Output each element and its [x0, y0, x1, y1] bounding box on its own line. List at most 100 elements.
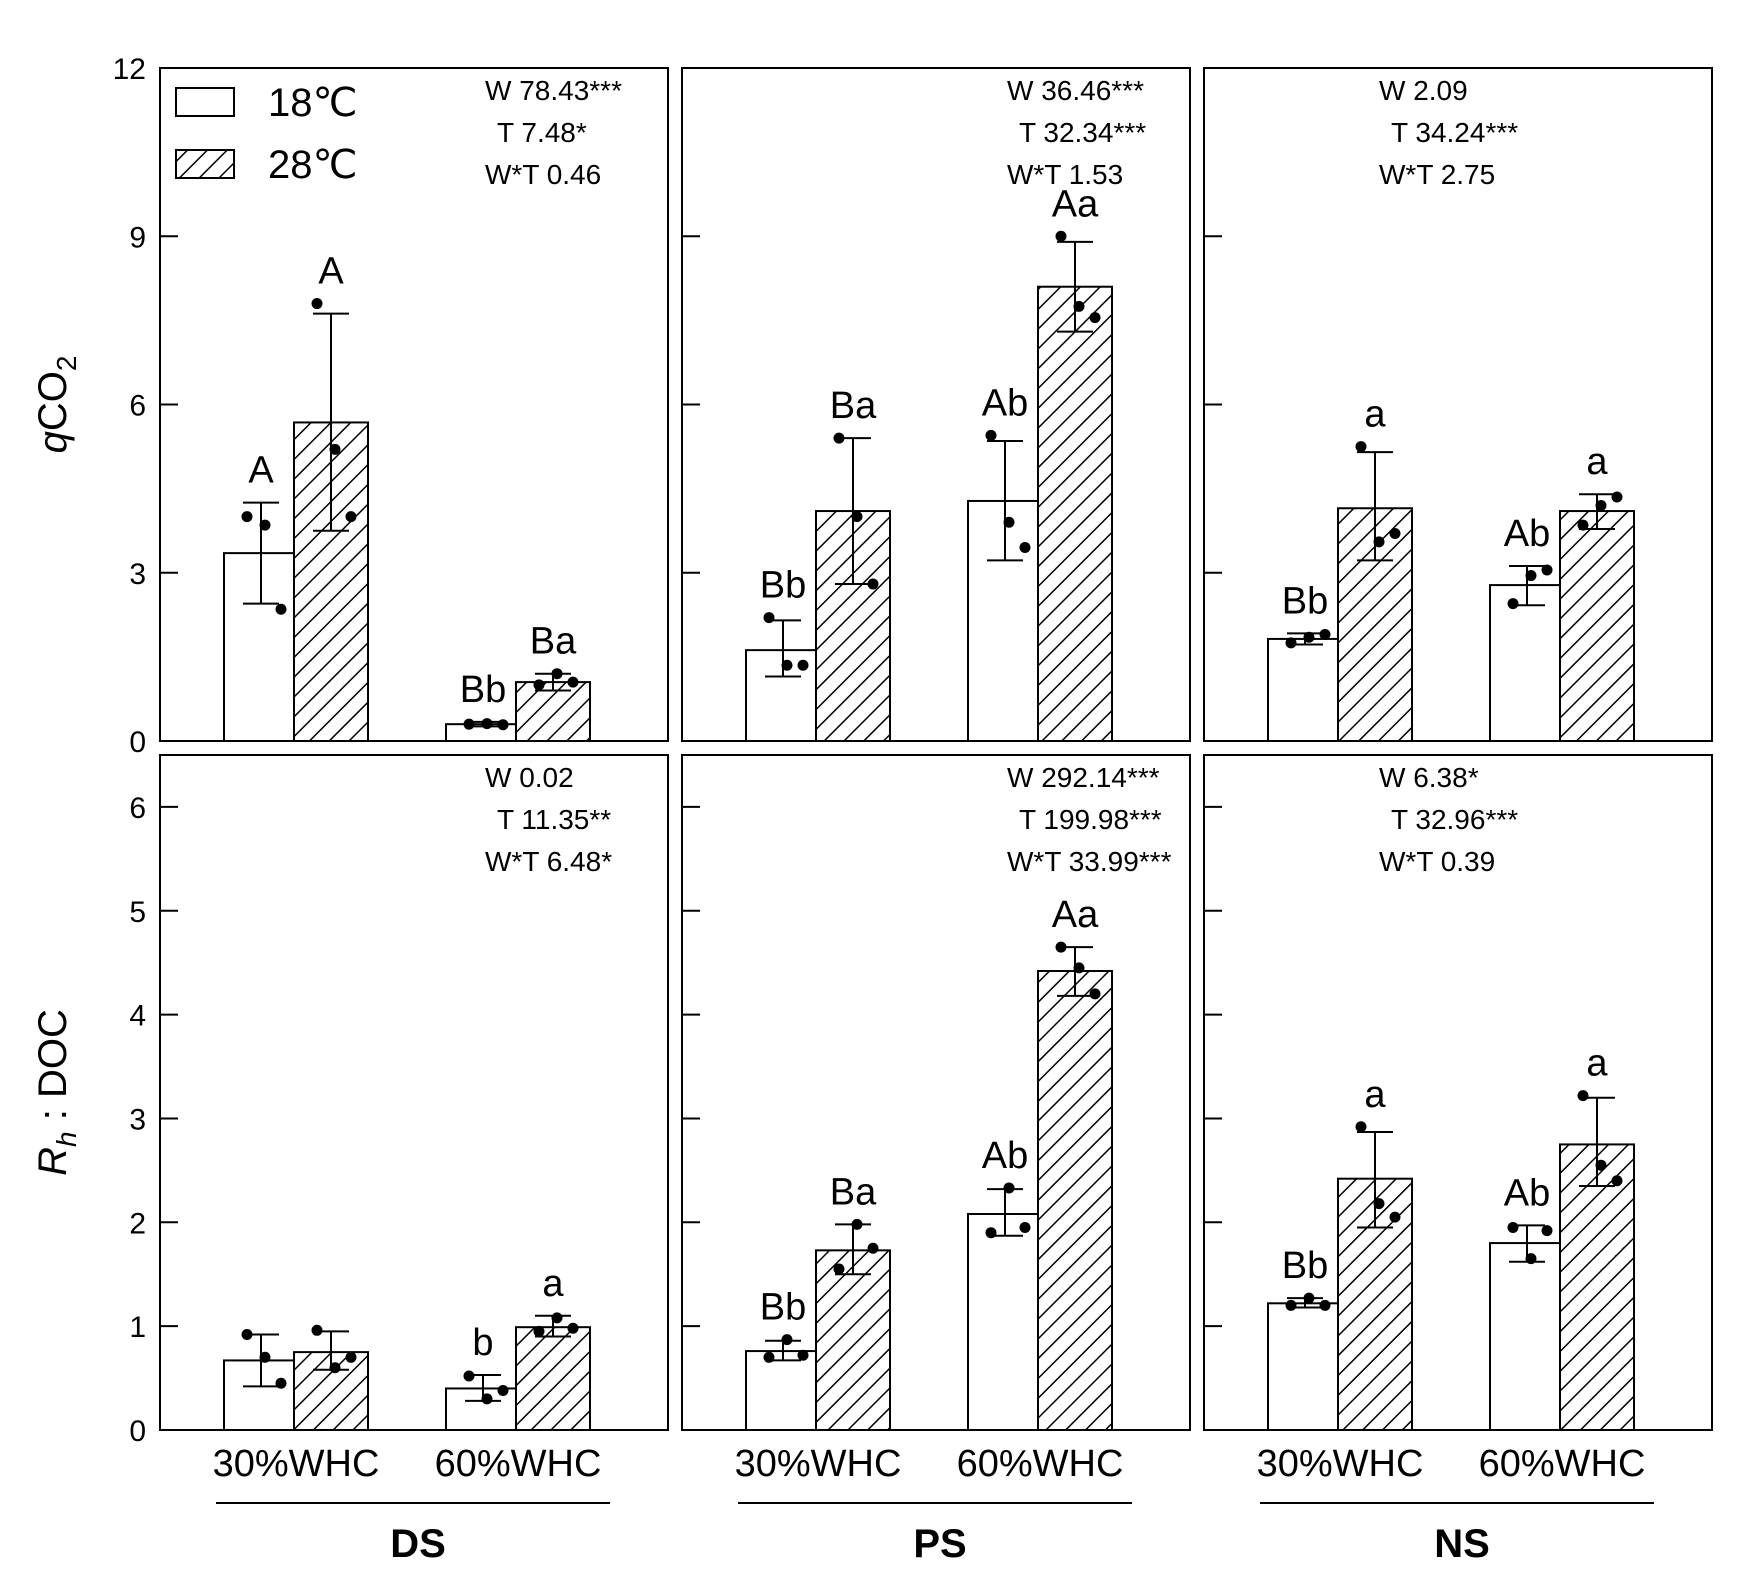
stat-annotation: W*T 33.99***: [1007, 846, 1172, 877]
significance-letter: Bb: [1282, 1245, 1328, 1287]
bar-28c: [1037, 285, 1113, 742]
data-point: [1055, 230, 1067, 242]
data-point: [1355, 441, 1367, 453]
data-point: [1019, 542, 1031, 554]
data-point: [311, 298, 323, 310]
panel-bottom-ns: W 6.38* T 32.96*** W*T 0.39 Bb a Ab a: [1203, 754, 1713, 1432]
data-point: [1577, 519, 1589, 531]
data-point: [1073, 300, 1085, 312]
data-point: [1319, 628, 1331, 640]
stat-annotation: T 32.34***: [1019, 117, 1146, 148]
significance-letter: a: [1586, 1043, 1608, 1085]
data-point: [1089, 312, 1101, 324]
x-category-label: 60%WHC: [435, 1443, 602, 1485]
bar-18c: [745, 1350, 821, 1431]
y-tick-label: 6: [129, 390, 146, 423]
x-category-label: 30%WHC: [735, 1443, 902, 1485]
data-point: [1541, 1225, 1553, 1237]
legend-swatch-18c: [175, 87, 235, 117]
data-point: [1355, 1121, 1367, 1133]
data-point: [463, 1370, 475, 1382]
stat-annotation: T 32.96***: [1391, 804, 1518, 835]
data-point: [311, 1324, 323, 1336]
data-point: [1525, 570, 1537, 582]
bar-18c: [1267, 1302, 1343, 1432]
data-point: [1319, 1299, 1331, 1311]
significance-letter: b: [472, 1322, 493, 1364]
significance-letter: Ba: [530, 621, 577, 663]
significance-letter: Aa: [1052, 894, 1099, 936]
legend-swatch-28c: [175, 149, 235, 179]
significance-letter: A: [248, 450, 274, 492]
significance-letter: A: [318, 251, 344, 293]
data-point: [867, 1242, 879, 1254]
data-point: [1611, 1175, 1623, 1187]
legend-label-28c: 28℃: [268, 143, 357, 187]
stat-annotation: W*T 2.75: [1379, 159, 1495, 190]
data-point: [1089, 988, 1101, 1000]
significance-letter: Ab: [1504, 513, 1550, 555]
x-category-label: 60%WHC: [957, 1443, 1124, 1485]
stat-annotation: W 2.09: [1379, 75, 1468, 106]
significance-letter: Ab: [1504, 1172, 1550, 1214]
group-label: DS: [390, 1522, 446, 1566]
group-label: PS: [913, 1522, 966, 1566]
y-axis-title-italic: q: [31, 431, 75, 453]
y-tick-label: 6: [129, 792, 146, 825]
y-tick-label: 12: [113, 53, 146, 86]
bar-28c: [1559, 1143, 1635, 1432]
data-point: [345, 1351, 357, 1363]
data-point: [1073, 962, 1085, 974]
stat-annotation: W*T 6.48*: [485, 846, 612, 877]
data-point: [1507, 1222, 1519, 1233]
significance-letter: Bb: [460, 669, 506, 711]
data-point: [833, 432, 845, 444]
x-category-label: 30%WHC: [213, 1443, 380, 1485]
data-point: [567, 676, 579, 688]
data-point: [867, 578, 879, 590]
data-point: [275, 1377, 287, 1389]
data-point: [1541, 564, 1553, 576]
significance-letter: a: [1364, 1074, 1386, 1116]
data-point: [797, 1349, 809, 1361]
data-point: [481, 1393, 493, 1405]
data-point: [275, 603, 287, 615]
panel-bottom-ps: W 292.14*** T 199.98*** W*T 33.99*** Bb Ba Ab…: [681, 754, 1191, 1432]
bar-28c: [1559, 510, 1635, 742]
data-point: [329, 443, 341, 455]
data-point: [533, 1325, 545, 1337]
significance-letter: Bb: [760, 1287, 806, 1329]
significance-letter: Bb: [1282, 580, 1328, 622]
significance-letter: Bb: [760, 565, 806, 607]
y-tick-label: 1: [129, 1311, 146, 1344]
significance-letter: a: [1586, 441, 1608, 483]
stat-annotation: W 292.14***: [1007, 762, 1160, 793]
stat-annotation: W*T 1.53: [1007, 159, 1123, 190]
data-point: [481, 718, 493, 730]
data-point: [1019, 1222, 1031, 1233]
y-tick-label: 4: [129, 1000, 146, 1033]
y-axis-title-sub: 2: [51, 356, 82, 372]
data-point: [1303, 631, 1315, 643]
data-point: [1595, 1159, 1607, 1171]
data-point: [1389, 527, 1401, 539]
x-category-label: 30%WHC: [1257, 1443, 1424, 1485]
bar-18c: [967, 1213, 1043, 1431]
panel-top-ps: W 36.46*** T 32.34*** W*T 1.53 Bb Ba Ab Aa: [681, 67, 1191, 743]
y-axis-title: qCO2: [31, 356, 82, 454]
data-point: [1285, 637, 1297, 649]
data-point: [985, 429, 997, 441]
stat-annotation: T 199.98***: [1019, 804, 1162, 835]
data-point: [1373, 1198, 1385, 1210]
legend: 18℃28℃: [175, 81, 357, 187]
data-point: [1303, 1292, 1315, 1304]
data-point: [797, 659, 809, 671]
significance-letter: Ba: [830, 385, 877, 427]
bar-28c: [1037, 970, 1113, 1431]
y-axis-title: Rh : DOC: [31, 1009, 82, 1176]
significance-letter: a: [542, 1263, 564, 1305]
data-point: [1285, 1299, 1297, 1311]
stat-annotation: T 7.48*: [497, 117, 587, 148]
data-point: [833, 1263, 845, 1275]
